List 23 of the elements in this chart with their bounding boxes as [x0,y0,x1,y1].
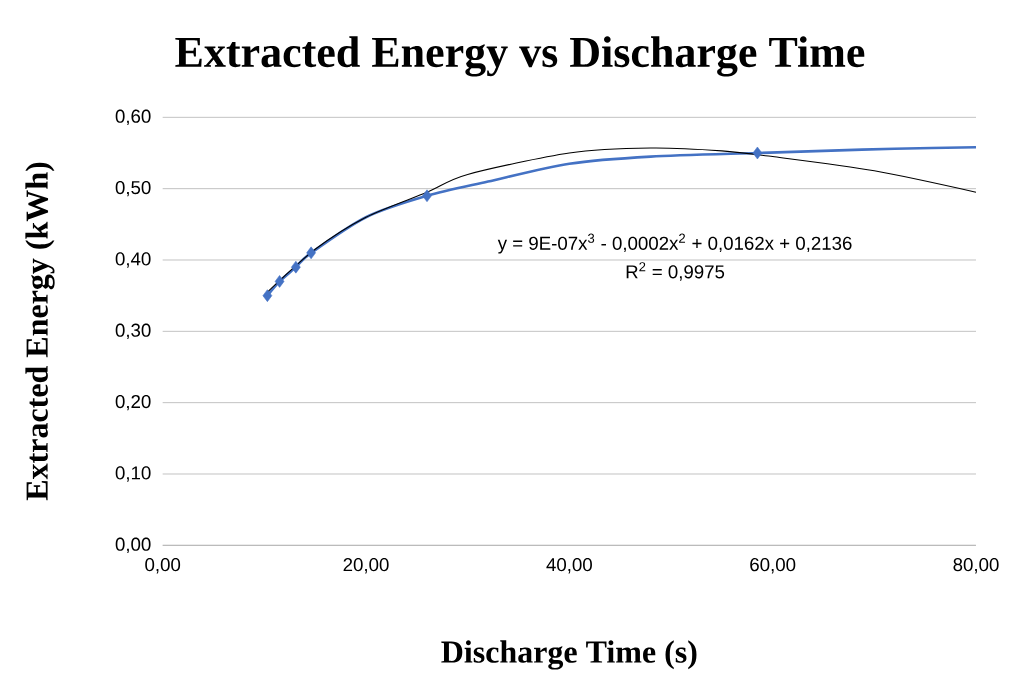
x-tick-label: 0,00 [145,558,181,574]
x-tick-label: 60,00 [750,558,796,574]
point [752,146,763,160]
point [274,275,285,288]
y-tick-label: 0,00 [115,537,151,554]
x-axis-title: Discharge Time (s) [441,640,697,670]
point [291,260,301,274]
point [306,246,316,260]
y-tick-label: 0,40 [115,252,151,268]
y-tick-label: 0,30 [115,323,151,340]
chart-title: Extracted Energy vs Discharge Time [175,36,865,77]
y-tick-label: 0,10 [115,466,151,482]
x-tick-label: 40,00 [546,558,592,574]
y-axis-title: Extracted Energy (kWh) [25,162,55,501]
x-tick-label: 80,00 [953,558,999,574]
point [422,189,432,203]
annotation: y = 9E-07x$^{3}$ - 0,0002x$^{2}$ + 0,0162x + 0,2136 [497,233,852,254]
y-tick-label: 0,20 [115,394,151,411]
y-tick-label: 0,60 [115,109,151,126]
y-tick-label: 0,50 [115,180,151,197]
point [262,289,273,302]
annotation: R$^{2}$ = 0,9975 [626,262,725,281]
x-tick-label: 20,00 [343,558,389,574]
